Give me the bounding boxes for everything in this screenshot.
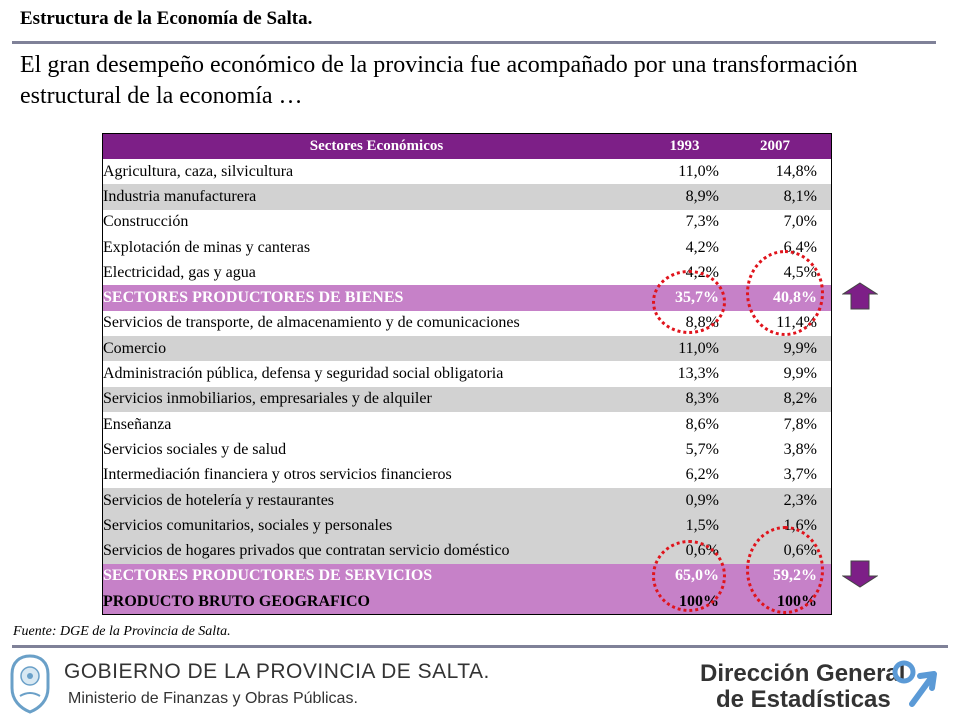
table-row: Servicios sociales y de salud 5,7% 3,8% [103,437,831,463]
table-header-row: Sectores Económicos 1993 2007 [103,134,831,159]
value-2007: 3,7% [783,466,817,484]
value-2007: 3,8% [783,440,817,458]
table-row: Electricidad, gas y agua 4,2% 4,5% [103,260,831,286]
sector-name: Electricidad, gas y agua [103,263,256,281]
ministry-name: Ministerio de Finanzas y Obras Públicas. [68,690,358,707]
value-1993: 8,9% [685,187,719,205]
table-row: Intermediación financiera y otros servic… [103,462,831,488]
dge-name-line2: de Estadísticas [716,686,891,713]
sector-name: Agricultura, caza, silvicultura [103,162,294,180]
table-row: Comercio 11,0% 9,9% [103,336,831,362]
table-body: Agricultura, caza, silvicultura 11,0% 14,8… [103,159,831,615]
value-1993: 8,6% [685,415,719,433]
value-2007: 14,8% [775,162,817,180]
table-row: Servicios comunitarios, sociales y perso… [103,513,831,539]
highlight-circle-goods-2007 [746,250,824,336]
value-2007: 7,8% [783,415,817,433]
arrow-down-icon [842,560,878,588]
sector-name: Servicios de transporte, de almacenamien… [103,314,520,332]
sector-name: Servicios sociales y de salud [103,440,287,458]
table-row: Servicios de hotelería y restaurantes 0,9… [103,487,831,514]
value-2007: 7,0% [783,213,817,231]
table-row: Explotación de minas y canteras 4,2% 6,4% [103,234,831,261]
value-1993: 1,5% [685,516,719,534]
page-subtitle: El gran desempeño económico de la provin… [20,52,858,109]
government-name: GOBIERNO DE LA PROVINCIA DE SALTA. [64,660,490,683]
value-1993: 4,2% [685,238,719,256]
table-row: Construcción 7,3% 7,0% [103,209,831,235]
arrow-up-icon [842,282,878,310]
column-header-sector: Sectores Económicos [309,138,444,154]
sector-name: Servicios inmobiliarios, empresariales y… [103,390,432,408]
economic-sectors-table: Sectores Económicos 1993 2007 Agricultur… [102,133,832,616]
value-2007: 2,3% [783,491,817,509]
table-row: PRODUCTO BRUTO GEOGRAFICO 100% 100% [103,589,831,615]
sector-name: Explotación de minas y canteras [103,238,311,256]
table-row: Administración pública, defensa y seguri… [103,361,831,387]
value-2007: 8,2% [783,390,817,408]
highlight-circle-services-1993 [652,540,726,612]
highlight-circle-goods-1993 [652,270,726,334]
sector-name: Servicios de hotelería y restaurantes [103,491,335,509]
table-row: Servicios inmobiliarios, empresariales y… [103,386,831,412]
table-row: Enseñanza 8,6% 7,8% [103,411,831,438]
sector-name: PRODUCTO BRUTO GEOGRAFICO [103,592,370,610]
sector-name: Servicios comunitarios, sociales y perso… [103,516,393,534]
sector-name: SECTORES PRODUCTORES DE BIENES [103,289,404,307]
value-1993: 0,9% [685,491,719,509]
column-header-1993: 1993 [669,138,700,154]
source-footnote: Fuente: DGE de la Provincia de Salta. [13,624,231,639]
value-2007: 9,9% [783,339,817,357]
value-1993: 8,3% [685,390,719,408]
value-1993: 6,2% [685,466,719,484]
dge-logo-icon [892,660,937,707]
provincial-seal-icon [10,654,50,714]
highlight-circle-services-2007 [746,526,824,614]
sector-name: Intermediación financiera y otros servic… [103,466,452,484]
sector-name: Comercio [103,339,167,357]
sector-name: Enseñanza [103,415,172,433]
sector-name: Industria manufacturera [103,187,257,205]
table-row: Agricultura, caza, silvicultura 11,0% 14,8… [103,159,831,185]
sector-name: Administración pública, defensa y seguri… [103,365,504,383]
value-1993: 7,3% [685,213,719,231]
value-1993: 5,7% [685,440,719,458]
footer-divider [12,645,948,648]
column-header-2007: 2007 [760,138,790,154]
sector-name: Servicios de hogares privados que contra… [103,542,510,560]
value-2007: 8,1% [783,187,817,205]
dge-name-line1: Dirección General [700,660,906,687]
sector-name: Construcción [103,213,189,231]
value-2007: 9,9% [783,365,817,383]
sector-name: SECTORES PRODUCTORES DE SERVICIOS [103,567,433,585]
title-divider [12,41,936,44]
value-1993: 11,0% [678,339,719,357]
page-title: Estructura de la Economía de Salta. [20,8,313,29]
value-1993: 11,0% [678,162,719,180]
table-row: Industria manufacturera 8,9% 8,1% [103,184,831,210]
value-1993: 13,3% [677,365,719,383]
